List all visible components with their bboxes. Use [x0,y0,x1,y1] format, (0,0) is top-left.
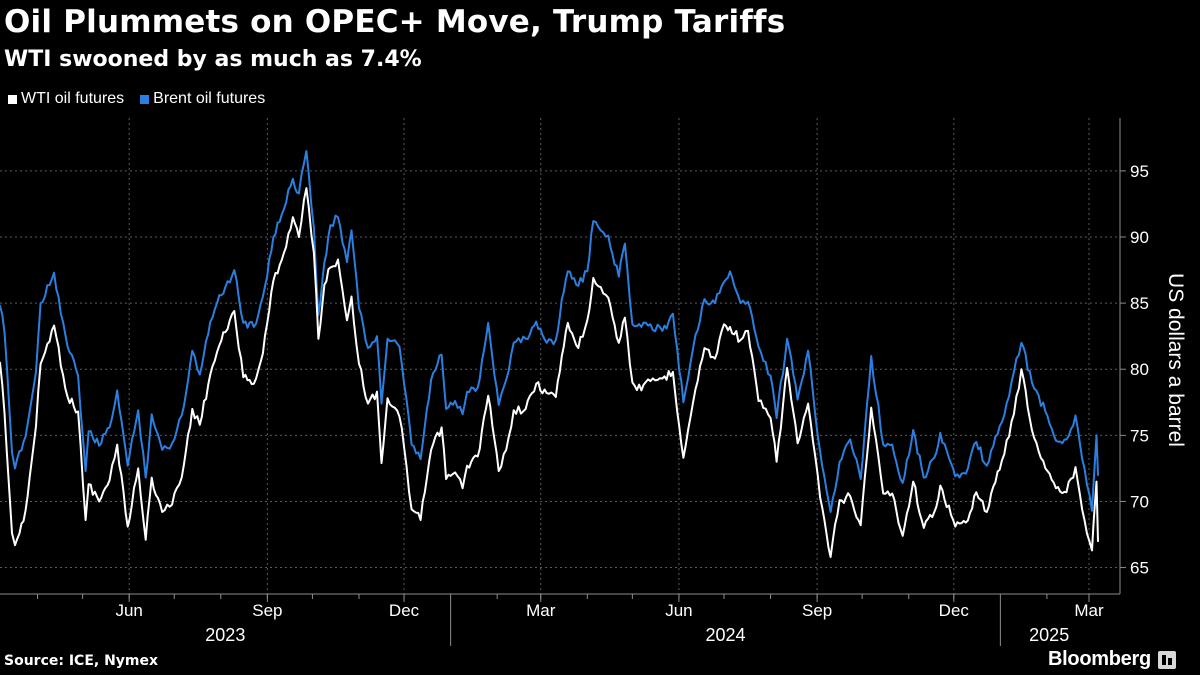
y-tick-label: 70 [1130,492,1149,511]
y-axis-label: US dollars a barrel [1164,273,1187,447]
y-tick-label: 75 [1130,426,1149,445]
legend-item-brent: Brent oil futures [140,90,265,108]
legend-swatch-wti [8,94,17,104]
x-tick-label: Jun [665,601,692,620]
x-tick-label: Sep [252,601,282,620]
y-tick-label: 85 [1130,294,1149,313]
brand-name: Bloomberg [1048,648,1151,670]
y-tick-label: 65 [1130,559,1149,578]
x-tick-label: Dec [389,601,420,620]
source-note: Source: ICE, Nymex [4,653,159,669]
x-tick-label: Sep [802,601,832,620]
x-tick-label: Jun [115,601,142,620]
legend-label-brent: Brent oil futures [153,90,266,107]
y-tick-label: 80 [1130,360,1149,379]
x-year-label: 2025 [1029,625,1069,645]
series-line-wti [0,187,1099,558]
x-tick-label: Dec [939,601,970,620]
x-tick-label: Mar [526,601,556,620]
brand-mark: Bloomberg [1048,648,1176,671]
x-tick-label: Mar [1074,601,1104,620]
bloomberg-logo-icon [1157,650,1176,669]
series-line-brent [0,150,1099,513]
x-year-label: 2024 [705,625,745,645]
legend-swatch-brent [140,94,150,104]
y-tick-label: 90 [1130,228,1149,247]
legend-item-wti: WTI oil futures [8,90,124,108]
legend-label-wti: WTI oil futures [21,90,125,107]
chart-title: Oil Plummets on OPEC+ Move, Trump Tariff… [4,4,786,40]
legend: WTI oil futures Brent oil futures [8,90,265,108]
x-year-label: 2023 [205,625,245,645]
chart-subtitle: WTI swooned by as much as 7.4% [4,47,422,72]
y-tick-label: 95 [1130,162,1149,181]
